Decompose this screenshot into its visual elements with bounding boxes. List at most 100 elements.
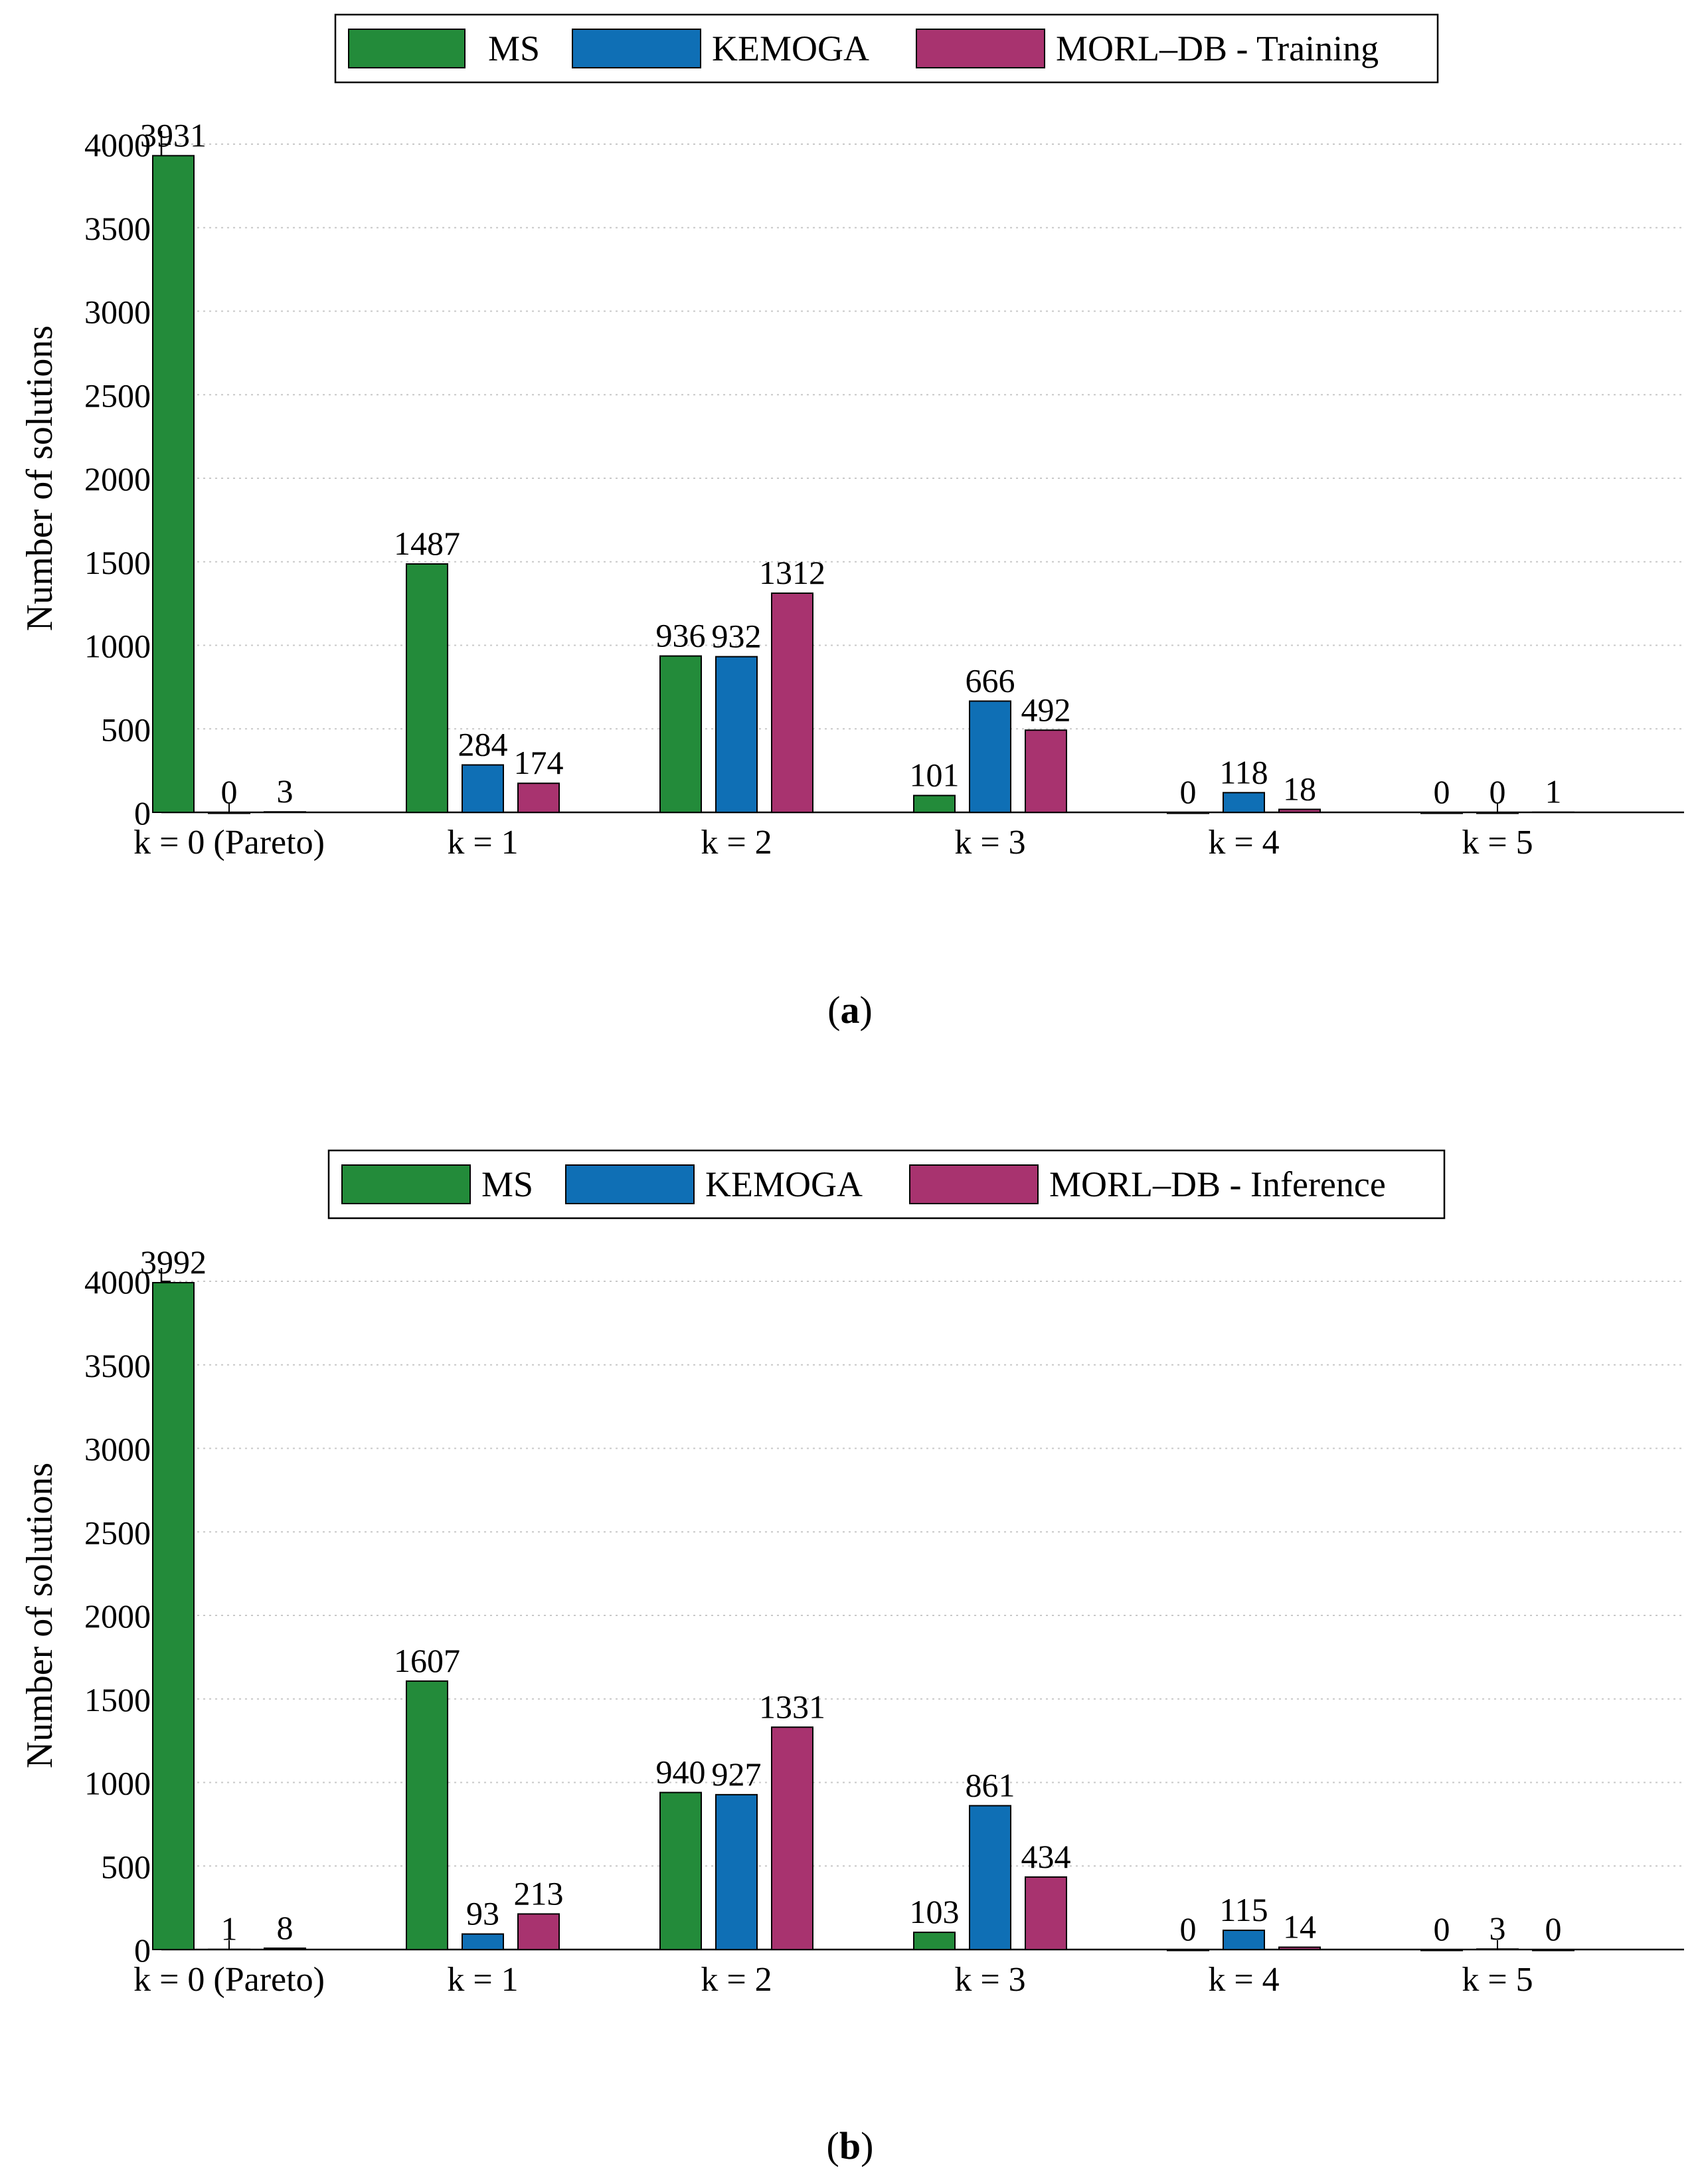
bar-kemoga [715,1793,758,1951]
data-label-kemoga: 118 [1219,753,1268,790]
bar-ms [1420,812,1463,814]
bar-kemoga [969,700,1011,813]
x-tick-label: k = 0 (Pareto) [133,1961,325,1999]
bar-morl [771,592,813,813]
data-label-ms: 1487 [394,525,460,562]
data-label-morl: 213 [514,1874,564,1912]
data-label-ms: 936 [656,617,706,654]
data-label-morl: 1 [1545,773,1562,810]
y-tick-label: 4000 [84,1263,151,1301]
y-tick-label: 1000 [84,1765,151,1802]
bar-morl [517,782,560,814]
bar-kemoga [462,764,504,813]
legend: MS KEMOGA MORL–DB - Training [334,13,1439,84]
y-axis-label: Number of solutions [19,1463,60,1768]
data-label-morl: 18 [1283,770,1316,807]
panel-caption: (b) [827,2124,874,2167]
legend-box [334,13,1439,84]
bar-ms [1167,812,1209,814]
y-tick-label: 1500 [84,544,151,581]
data-label-ms: 940 [656,1754,706,1791]
y-axis-label: Number of solutions [19,325,60,631]
data-label-morl: 434 [1021,1838,1071,1875]
panel-label: b [839,2124,861,2167]
x-tick-label: k = 3 [954,1961,1025,1999]
legend-swatch-ms [341,1164,471,1204]
bar-morl [1025,1876,1067,1951]
legend-swatch-morl [916,29,1045,68]
data-label-ms: 1607 [394,1642,460,1679]
data-label-kemoga: 1 [221,1910,238,1948]
data-label-kemoga: 666 [966,662,1015,699]
x-tick-label: k = 0 (Pareto) [133,824,325,862]
x-tick-label: k = 2 [701,824,772,862]
data-label-morl: 8 [277,1909,294,1946]
legend-box [327,1149,1446,1220]
x-tick-label: k = 5 [1462,824,1533,862]
bar-kemoga [1476,1948,1519,1951]
data-label-kemoga: 115 [1219,1891,1268,1928]
data-label-morl: 1312 [759,554,825,591]
y-tick-label: 0 [134,794,151,832]
x-tick-label: k = 4 [1208,1961,1279,1999]
bar-ms [152,1282,195,1950]
x-tick-label: k = 5 [1462,1961,1533,1999]
bar-kemoga [1223,1930,1265,1950]
bar-ms [1167,1949,1209,1952]
bar-ms [1420,1949,1463,1952]
panel-caption: (a) [827,988,873,1032]
y-tick-label: 0 [134,1932,151,1969]
bar-ms [913,1932,956,1950]
data-label-kemoga: 932 [712,618,762,655]
y-tick-label: 3000 [84,294,151,331]
data-label-ms: 0 [1180,773,1197,810]
legend: MS KEMOGA MORL–DB - Inference [327,1149,1446,1220]
y-tick-label: 2500 [84,1514,151,1551]
y-tick-label: 3500 [84,1347,151,1384]
legend-swatch-ms [348,29,466,68]
x-tick-label: k = 3 [954,824,1025,862]
data-label-kemoga: 861 [966,1766,1015,1803]
bar-kemoga [1476,812,1519,814]
x-tick-label: k = 4 [1208,824,1279,862]
bar-ms [659,655,702,814]
data-label-ms: 0 [1434,773,1450,810]
data-label-morl: 3 [277,773,294,810]
data-label-morl: 1331 [759,1688,825,1725]
data-label-morl: 492 [1021,691,1071,728]
y-tick-label: 2000 [84,460,151,498]
bar-kemoga [969,1805,1011,1950]
bar-kemoga [462,1933,504,1951]
bar-ms [659,1791,702,1951]
data-label-kemoga: 284 [458,726,508,763]
y-tick-label: 1500 [84,1681,151,1718]
data-label-kemoga: 0 [1489,773,1506,810]
y-tick-label: 500 [101,1848,151,1885]
bar-kemoga [208,812,250,814]
panel-label: a [841,988,860,1032]
data-label-morl: 0 [1545,1910,1562,1948]
x-tick-label: k = 1 [447,824,518,862]
data-label-morl: 174 [514,744,564,781]
data-label-kemoga: 0 [221,773,238,810]
data-label-ms: 0 [1180,1910,1197,1948]
bar-ms [152,155,195,813]
data-label-morl: 14 [1283,1908,1316,1945]
legend-label-morl: MORL–DB - Training [1056,29,1379,68]
y-tick-label: 3000 [84,1431,151,1468]
legend-label-ms: MS [488,29,540,68]
legend-swatch-kemoga [565,1164,695,1204]
y-tick-label: 3500 [84,210,151,247]
bar-morl [771,1726,813,1950]
data-label-ms: 3992 [140,1243,207,1281]
x-tick-label: k = 1 [447,1961,518,1999]
legend-swatch-kemoga [572,29,701,68]
bar-ms [913,794,956,814]
legend-label-morl: MORL–DB - Inference [1049,1164,1386,1204]
legend-label-kemoga: KEMOGA [705,1164,863,1204]
data-label-ms: 103 [910,1893,960,1930]
data-label-ms: 3931 [140,116,207,153]
